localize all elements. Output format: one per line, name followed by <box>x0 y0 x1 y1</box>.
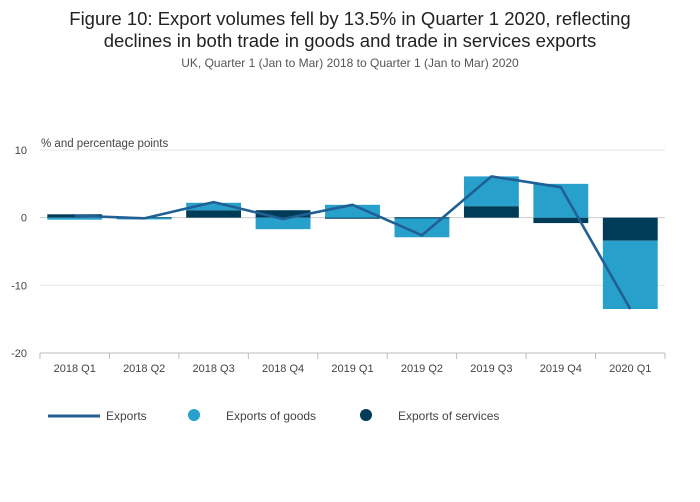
legend: Exports Exports of goods Exports of servic… <box>48 409 499 423</box>
bar-exports-of-services <box>325 217 380 219</box>
chart-title: Figure 10: Export volumes fell by 13.5% … <box>0 8 700 52</box>
x-tick-label: 2019 Q4 <box>540 363 582 375</box>
y-axis-unit-label: % and percentage points <box>41 138 168 150</box>
bar-exports-of-services <box>533 217 589 224</box>
axes: 10 0 -10 -20 % and percentage points 2018 Q1 2… <box>11 138 666 375</box>
bar-exports-of-services <box>255 210 311 218</box>
bar-exports-of-goods <box>186 202 242 211</box>
bar-exports-of-goods <box>255 217 311 230</box>
y-tick-label: -20 <box>11 348 27 360</box>
x-tick-label: 2018 Q2 <box>123 363 165 375</box>
x-tick-label: 2020 Q1 <box>609 363 651 375</box>
bar-exports-of-goods <box>325 204 380 218</box>
x-tick-label: 2019 Q2 <box>401 363 443 375</box>
chart-subtitle: UK, Quarter 1 (Jan to Mar) 2018 to Quart… <box>181 56 519 70</box>
bar-exports-of-services <box>602 217 658 241</box>
legend-label-exports: Exports <box>106 409 147 423</box>
gridlines <box>40 149 665 354</box>
legend-circle-icon <box>188 409 200 421</box>
legend-label-exports-of-services: Exports of services <box>398 409 499 423</box>
exports-line-layer <box>74 175 632 310</box>
x-tick-label: 2018 Q3 <box>193 363 235 375</box>
bar-exports-of-services <box>463 206 519 218</box>
x-tick-label: 2019 Q1 <box>331 363 373 375</box>
x-tick-label: 2018 Q4 <box>262 363 304 375</box>
bar-exports-of-services <box>186 210 242 218</box>
chart-title-line-1: Figure 10: Export volumes fell by 13.5% … <box>69 8 631 29</box>
legend-circle-icon <box>360 409 372 421</box>
y-tick-label: -10 <box>11 280 27 292</box>
legend-label-exports-of-goods: Exports of goods <box>226 409 316 423</box>
y-tick-label: 0 <box>21 213 27 225</box>
y-tick-label: 10 <box>15 145 27 157</box>
x-tick-label: 2019 Q3 <box>470 363 512 375</box>
bar-exports-of-goods <box>47 217 103 220</box>
bar-exports-of-services <box>394 217 450 219</box>
chart-title-line-2: declines in both trade in goods and trad… <box>103 30 597 51</box>
x-tick-label: 2018 Q1 <box>54 363 96 375</box>
